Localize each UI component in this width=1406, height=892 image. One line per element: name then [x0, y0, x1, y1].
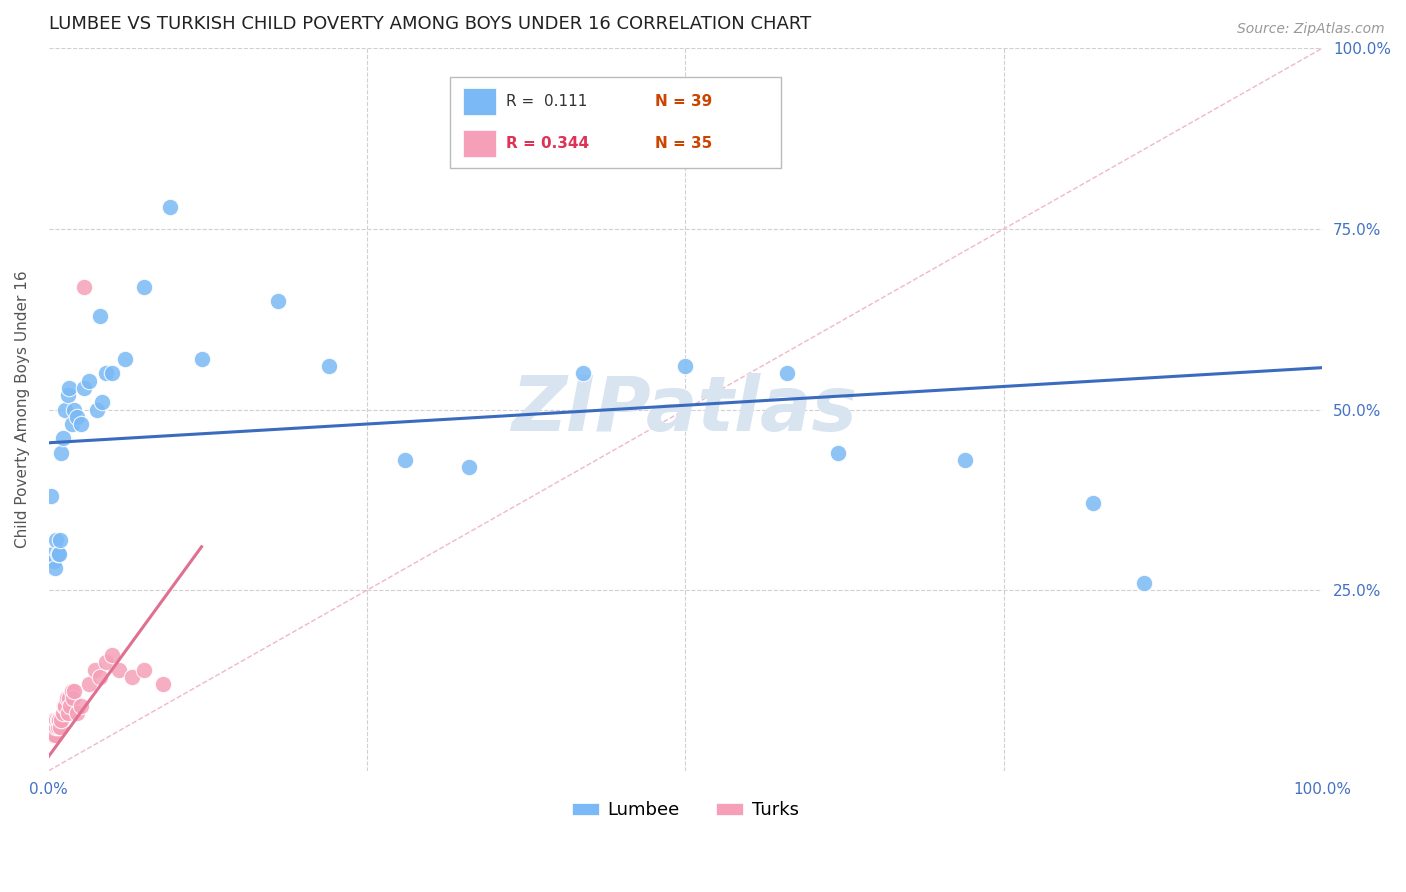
Point	[66, 706, 89, 720]
Point	[56, 706, 79, 720]
Point	[63, 402, 86, 417]
Point	[42, 554, 65, 568]
Point	[46, 713, 69, 727]
Point	[42, 713, 65, 727]
Point	[39, 728, 62, 742]
Text: ZIPatlas: ZIPatlas	[512, 373, 858, 447]
Point	[776, 367, 799, 381]
Point	[58, 691, 80, 706]
Point	[52, 706, 75, 720]
Point	[267, 294, 290, 309]
Point	[73, 280, 96, 294]
Point	[49, 533, 72, 547]
Point	[91, 395, 114, 409]
Point	[45, 713, 67, 727]
Point	[69, 698, 91, 713]
Point	[83, 663, 105, 677]
Point	[190, 351, 212, 366]
Point	[53, 698, 76, 713]
Point	[1081, 496, 1104, 510]
Point	[41, 720, 63, 734]
Point	[101, 648, 124, 662]
Point	[55, 691, 77, 706]
Point	[46, 720, 69, 734]
Point	[572, 367, 595, 381]
Point	[101, 367, 124, 381]
Point	[94, 656, 117, 670]
Point	[89, 309, 111, 323]
Point	[73, 381, 96, 395]
Point	[63, 684, 86, 698]
Point	[86, 402, 108, 417]
Point	[45, 533, 67, 547]
Point	[39, 489, 62, 503]
Point	[114, 351, 136, 366]
Point	[69, 417, 91, 431]
Point	[89, 670, 111, 684]
Point	[79, 374, 101, 388]
Point	[51, 713, 73, 727]
Point	[53, 402, 76, 417]
Point	[121, 670, 143, 684]
Point	[53, 698, 76, 713]
Point	[318, 359, 340, 374]
Point	[44, 561, 66, 575]
Point	[42, 720, 65, 734]
Point	[45, 720, 67, 734]
Point	[60, 417, 83, 431]
Point	[134, 663, 156, 677]
Point	[94, 367, 117, 381]
Point	[44, 728, 66, 742]
Point	[41, 547, 63, 561]
Point	[59, 698, 82, 713]
Point	[394, 453, 416, 467]
Text: Source: ZipAtlas.com: Source: ZipAtlas.com	[1237, 22, 1385, 37]
Point	[107, 663, 129, 677]
Y-axis label: Child Poverty Among Boys Under 16: Child Poverty Among Boys Under 16	[15, 271, 30, 549]
Point	[955, 453, 977, 467]
Point	[673, 359, 696, 374]
Point	[457, 460, 479, 475]
Point	[62, 691, 84, 706]
Point	[1132, 575, 1154, 590]
Point	[152, 677, 174, 691]
Point	[48, 547, 70, 561]
Legend: Lumbee, Turks: Lumbee, Turks	[564, 794, 806, 827]
Text: LUMBEE VS TURKISH CHILD POVERTY AMONG BOYS UNDER 16 CORRELATION CHART: LUMBEE VS TURKISH CHILD POVERTY AMONG BO…	[49, 15, 811, 33]
Point	[49, 720, 72, 734]
Point	[134, 280, 156, 294]
Point	[66, 409, 89, 424]
Point	[41, 728, 63, 742]
Point	[79, 677, 101, 691]
Point	[60, 684, 83, 698]
Point	[52, 432, 75, 446]
Point	[159, 200, 181, 214]
Point	[827, 446, 849, 460]
Point	[51, 446, 73, 460]
Point	[58, 381, 80, 395]
Point	[48, 713, 70, 727]
Point	[46, 547, 69, 561]
Point	[56, 388, 79, 402]
